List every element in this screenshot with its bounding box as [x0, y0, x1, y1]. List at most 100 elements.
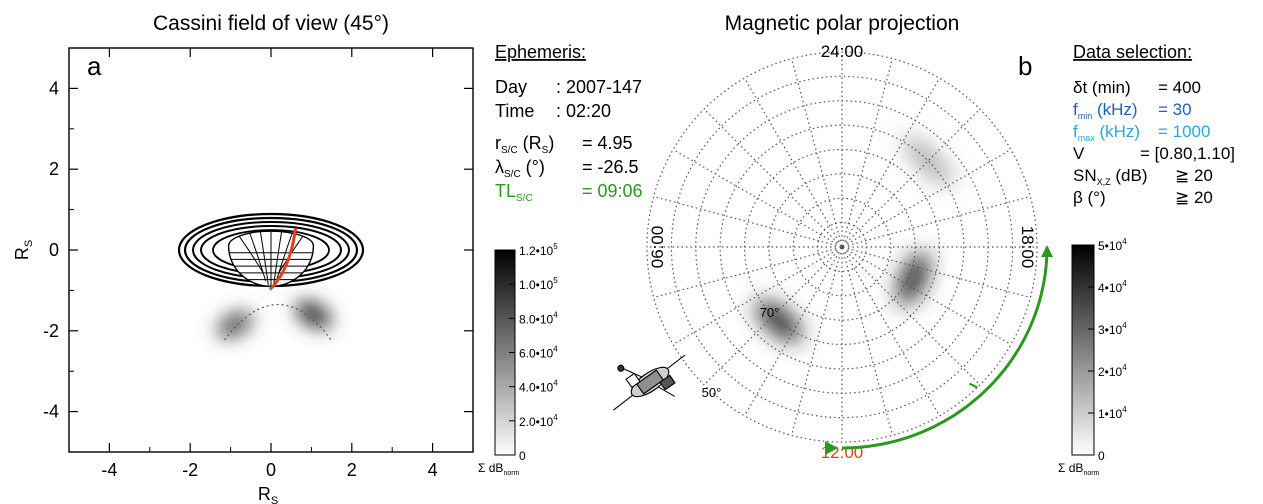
selection-label: fmin (kHz): [1073, 100, 1138, 121]
x-tick-label: -4: [101, 460, 117, 480]
meridian-line: [743, 77, 840, 243]
ephemeris-heading: Ephemeris:: [495, 42, 586, 62]
meridian-line: [672, 148, 838, 245]
selection-label: V: [1073, 144, 1085, 163]
cassini-spacecraft-icon: [613, 354, 686, 411]
colorbar-tick-label: 1•104: [1098, 405, 1127, 421]
x-tick-label: 2: [347, 460, 357, 480]
saturn-meridian: [259, 231, 269, 286]
selection-value: ≧ 20: [1175, 188, 1213, 207]
latitude-circle: [768, 173, 916, 321]
meridian-line: [653, 195, 837, 247]
meridian-line: [847, 195, 1031, 247]
colorbar-a: Σ dBnorm 1.2•105 1.0•105 8.0•104 6.0•104 4.0…: [478, 242, 558, 477]
panel-b: Magnetic polar projection b 24:00 12:00 …: [613, 12, 1054, 462]
ephemeris-label: rS/C (RS): [495, 133, 554, 156]
emission-blob: [216, 310, 253, 340]
current-position-marker: [969, 382, 978, 389]
meridian-line: [703, 108, 839, 244]
polar-emission-blob: [897, 252, 930, 305]
selection-value: = 1000: [1158, 122, 1210, 141]
field-line-highlight: [268, 227, 298, 291]
lt-label-right: 18:00: [1018, 226, 1037, 269]
meridian-line: [842, 252, 894, 436]
meridian-line: [653, 247, 837, 299]
meridian-line: [790, 58, 842, 242]
panel-a-xlabel: RS: [258, 484, 278, 504]
colorbar-tick-label: 2.0•104: [519, 413, 558, 429]
selection-value: = [0.80,1.10]: [1140, 144, 1235, 163]
colorbar-tick-label: 6.0•104: [519, 345, 558, 361]
panel-b-letter: b: [1018, 51, 1032, 81]
track-arrowheads: [825, 245, 1054, 455]
colorbar-tick-label: 2•104: [1098, 363, 1127, 379]
meridian-line: [844, 77, 941, 243]
latitude-circle: [719, 124, 965, 370]
colorbar-tick-label: 5•104: [1098, 237, 1127, 253]
meridian-line: [790, 252, 842, 436]
ephemeris-label: λS/C (°): [495, 157, 545, 180]
colorbar-tick-label: 1.0•105: [519, 276, 558, 292]
latitude-label: 50°: [702, 385, 722, 400]
panel-a-ticks: -4 -2 0 2 4 4 2 0 -2 -4: [43, 47, 474, 480]
data-selection-heading: Data selection:: [1073, 42, 1192, 62]
meridian-line: [846, 148, 1012, 245]
ephemeris-label: Time: [495, 101, 534, 121]
spacecraft-track: [841, 246, 1049, 450]
colorbar-b-gradient: [1071, 244, 1095, 456]
x-tick-label: 4: [428, 460, 438, 480]
panel-a-title: Cassini field of view (45°): [153, 12, 389, 35]
meridian-line: [743, 251, 840, 417]
saturn-meridian: [238, 235, 264, 273]
saturn-meridian: [273, 231, 283, 286]
y-tick-label: -4: [43, 402, 59, 422]
ephemeris-label: Day: [495, 77, 527, 97]
panel-b-title: Magnetic polar projection: [725, 12, 960, 35]
latitude-circle: [792, 197, 892, 297]
emission-blob: [295, 300, 332, 330]
y-tick-label: -2: [43, 321, 59, 341]
colorbar-a-label: Σ dBnorm: [478, 461, 520, 477]
latitude-circle: [670, 75, 1014, 419]
colorbar-b-label: Σ dBnorm: [1058, 461, 1100, 477]
data-selection-block: Data selection: δt (min) = 400 fmin (kHz) =…: [1073, 42, 1235, 207]
colorbar-b: Σ dBnorm 5•104 4•104 3•104 2•104 1•104 0: [1058, 237, 1127, 477]
ephemeris-value: = -26.5: [582, 157, 639, 177]
latitude-labels: 70° 50°: [702, 305, 780, 400]
panel-a-ylabel: RS: [12, 240, 35, 260]
saturn-meridian: [275, 232, 293, 282]
y-tick-label: 4: [49, 78, 59, 98]
polar-emission-blob: [903, 135, 954, 186]
polar-grid: [646, 51, 1038, 443]
lt-label-left: 06:00: [648, 226, 667, 269]
panel-a-letter: a: [87, 51, 102, 81]
colorbar-tick-label: 4.0•104: [519, 379, 558, 395]
x-tick-label: 0: [266, 460, 276, 480]
meridian-line: [703, 250, 839, 386]
panel-b-emission: [756, 135, 954, 342]
colorbar-tick-label: 0: [1098, 449, 1105, 463]
selection-label: δt (min): [1073, 78, 1131, 97]
ephemeris-value: = 4.95: [582, 133, 633, 153]
latitude-label: 70°: [760, 305, 780, 320]
track-arrowhead-start: [1041, 245, 1054, 257]
selection-value: ≧ 20: [1175, 166, 1213, 185]
panel-a-dotted-arc: [224, 303, 333, 341]
meridian-line: [845, 108, 981, 244]
colorbar-tick-label: 0: [519, 449, 526, 463]
y-tick-label: 0: [49, 240, 59, 260]
lt-label-top: 24:00: [821, 42, 864, 61]
ephemeris-value: = 09:06: [582, 181, 643, 201]
panel-a: Cassini field of view (45°) a -4 -2 0 2 4 4 2 0…: [12, 12, 474, 504]
panel-a-emission: [216, 300, 333, 341]
saturn-view: [177, 212, 365, 291]
ephemeris-value: : 02:20: [556, 101, 611, 121]
selection-value: = 400: [1158, 78, 1201, 97]
y-tick-label: 2: [49, 159, 59, 179]
selection-label: SNX,Z (dB): [1073, 166, 1147, 187]
colorbar-tick-label: 1.2•105: [519, 242, 558, 258]
selection-value: = 30: [1158, 100, 1192, 119]
pole-marker: [839, 244, 845, 250]
colorbar-tick-label: 8.0•104: [519, 310, 558, 326]
